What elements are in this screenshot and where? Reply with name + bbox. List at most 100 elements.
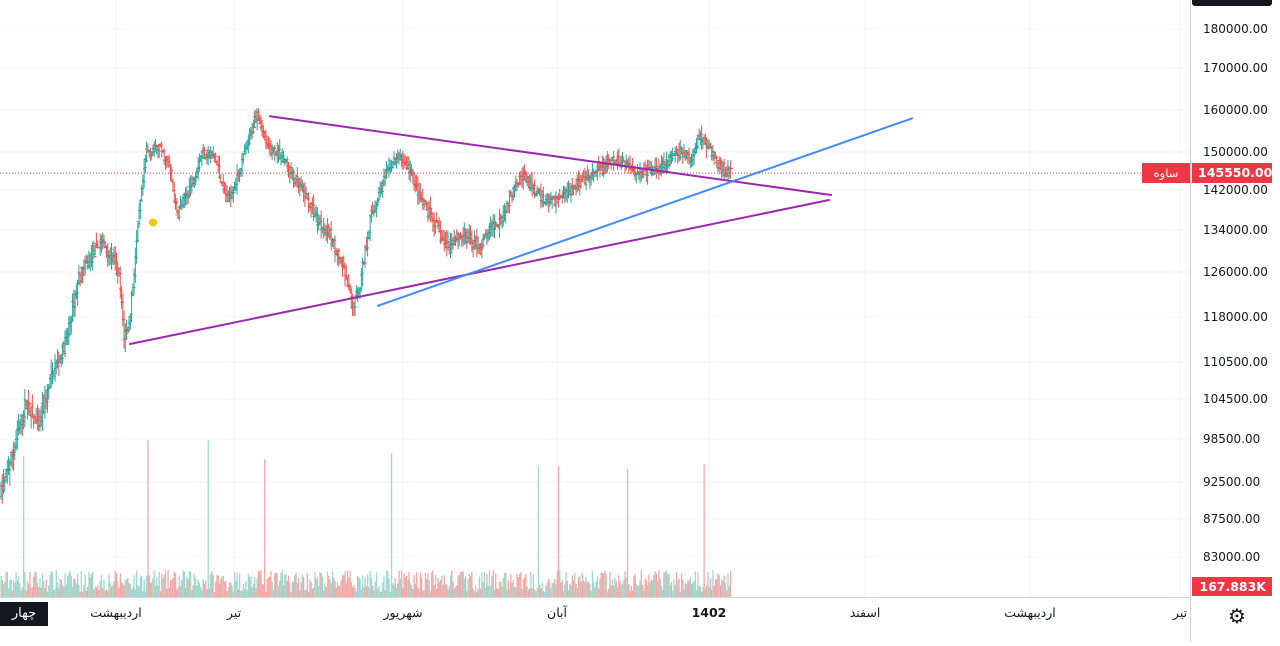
volume-bar [207,440,209,597]
settings-gear-icon[interactable]: ⚙ [1228,604,1246,628]
volume-bar [641,585,644,597]
volume-bar [668,573,670,597]
volume-bar [493,590,496,597]
volume-bar [1,580,3,597]
volume-bar [364,576,366,597]
volume-bar [594,587,596,597]
volume-bar [290,591,292,597]
volume-bar [374,581,376,597]
volume-bar [284,574,286,597]
volume-bar [308,591,310,597]
trendline-upper-resistance[interactable] [269,115,832,196]
volume-bar [329,579,331,597]
volume-bar [122,583,124,597]
price-axis[interactable]: 180000.00 170000.00 160000.00 150000.00 1420… [1203,22,1268,564]
volume-bar [399,578,401,597]
volume-bar [282,585,285,597]
volume-bar [137,585,139,597]
volume-bar [417,587,419,597]
volume-bar [350,582,352,597]
volume-bar [557,465,560,597]
volume-bar [459,571,462,597]
volume-bar [141,575,143,597]
volume-bar [392,583,394,597]
volume-bar [423,590,425,597]
volume-bar [87,587,89,597]
volume-bar [645,580,648,597]
volume-bar [658,570,660,597]
volume-bar [522,579,525,597]
volume-bar [718,575,720,597]
volume-bar [608,588,610,597]
volume-bar [361,575,364,597]
volume-bar [434,575,437,597]
volume-bar [397,583,399,597]
volume-bar [562,590,565,597]
trendline-lower-support[interactable] [129,199,830,345]
volume-bar [201,590,203,597]
volume-bar [10,579,12,597]
volume-bar [302,576,305,597]
volume-bar [79,591,81,597]
volume-bar [481,572,483,597]
volume-bar [65,584,67,597]
volume-bar [463,578,465,597]
volume-bar [482,582,484,597]
volume-bar [429,591,432,597]
volume-bar [171,580,173,597]
volume-bar [427,573,429,597]
volume-bar [534,589,536,597]
volume-bar [261,583,263,597]
trendline-rising-trend[interactable] [377,117,913,307]
volume-bar [727,573,729,597]
volume-bar [25,590,27,597]
volume-bar [512,579,514,597]
volume-bar [491,576,493,597]
volume-bar [28,583,30,597]
volume-bar [368,586,370,597]
volume-bar [255,587,257,597]
volume-bar [713,585,715,597]
trendline-layer[interactable] [129,115,913,345]
volume-bar [21,587,24,597]
price-tick-label: 98500.00 [1203,432,1260,446]
volume-bar [571,575,573,597]
volume-bar [375,572,378,597]
volume-bar [173,571,175,597]
volume-bar [189,571,192,597]
volume-bar [198,582,201,597]
volume-bar [203,583,206,597]
time-axis[interactable]: اردیبهشت تیر شهریور آبان 1402 اسفند اردیبهشت تی… [90,605,1187,621]
volume-bar [233,572,236,597]
volume-bar [467,579,469,597]
volume-bar [373,590,375,597]
volume-bar [390,453,393,597]
volume-bar [211,570,213,597]
volume-bar [593,581,595,597]
volume-bar [620,584,622,597]
volume-bar [471,571,473,597]
ohlc-bar [496,208,502,238]
volume-bar [331,571,334,597]
volume-bar [358,577,360,597]
volume-bar [181,579,183,597]
volume-bar [693,580,695,597]
volume-bar [78,585,80,597]
volume-bar [453,588,455,597]
top-corner-tab [1192,0,1272,6]
volume-bar [296,582,299,597]
volume-bar [75,583,78,597]
volume-bar [156,577,158,597]
volume-bar [319,572,321,597]
volume-bar [163,575,165,597]
volume-bar [230,582,232,597]
volume-bar [605,573,607,597]
volume-bar [674,585,676,597]
price-tick-label: 150000.00 [1203,145,1268,159]
volume-bar [377,588,379,597]
volume-bar [40,587,42,597]
volume-bar [313,587,315,597]
volume-bar [112,585,114,597]
